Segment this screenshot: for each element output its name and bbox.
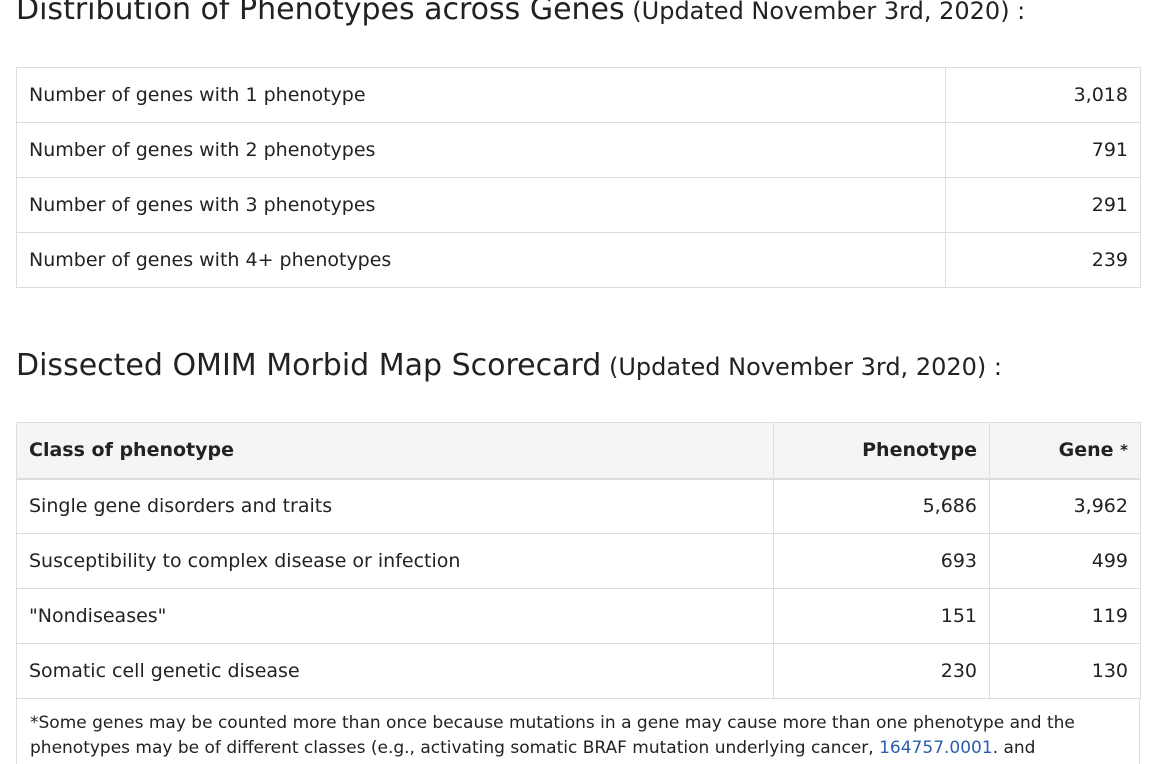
scorecard-footnote: *Some genes may be counted more than onc… bbox=[16, 698, 1140, 764]
footnote-text: *Some genes may be counted more than onc… bbox=[30, 713, 1075, 758]
table-row: "Nondiseases" 151 119 bbox=[16, 588, 1141, 644]
footnote-text-after: . and bbox=[992, 738, 1036, 758]
distribution-title: Distribution of Phenotypes across Genes bbox=[16, 0, 625, 27]
table-row: Somatic cell genetic disease 230 130 bbox=[16, 643, 1141, 699]
row-gene: 130 bbox=[989, 643, 1141, 699]
scorecard-heading: Dissected OMIM Morbid Map Scorecard (Upd… bbox=[16, 348, 1002, 383]
row-value: 791 bbox=[945, 122, 1141, 178]
header-gene-mark: * bbox=[1120, 441, 1128, 460]
row-label: Number of genes with 3 phenotypes bbox=[16, 177, 946, 233]
row-label: Somatic cell genetic disease bbox=[16, 643, 774, 699]
table-row: Susceptibility to complex disease or inf… bbox=[16, 533, 1141, 589]
row-phenotype: 5,686 bbox=[773, 478, 990, 534]
row-gene: 499 bbox=[989, 533, 1141, 589]
table-row: Number of genes with 3 phenotypes 291 bbox=[16, 177, 1141, 233]
header-gene-label: Gene bbox=[1058, 439, 1114, 462]
row-value: 239 bbox=[945, 232, 1141, 288]
row-label: Number of genes with 1 phenotype bbox=[16, 67, 946, 123]
header-gene: Gene * bbox=[989, 422, 1141, 480]
row-label: Number of genes with 4+ phenotypes bbox=[16, 232, 946, 288]
table-row: Number of genes with 1 phenotype 3,018 bbox=[16, 67, 1141, 123]
distribution-updated: (Updated November 3rd, 2020) : bbox=[632, 0, 1026, 25]
row-phenotype: 230 bbox=[773, 643, 990, 699]
row-gene: 119 bbox=[989, 588, 1141, 644]
row-phenotype: 151 bbox=[773, 588, 990, 644]
row-value: 3,018 bbox=[945, 67, 1141, 123]
table-row: Number of genes with 2 phenotypes 791 bbox=[16, 122, 1141, 178]
table-header-row: Class of phenotype Phenotype Gene * bbox=[16, 422, 1141, 480]
header-phenotype: Phenotype bbox=[773, 422, 990, 480]
scorecard-title: Dissected OMIM Morbid Map Scorecard bbox=[16, 348, 602, 383]
distribution-heading: Distribution of Phenotypes across Genes … bbox=[16, 0, 1025, 27]
scorecard-updated: (Updated November 3rd, 2020) : bbox=[608, 353, 1002, 381]
distribution-table: Number of genes with 1 phenotype 3,018 N… bbox=[16, 67, 1141, 288]
scorecard-table: Class of phenotype Phenotype Gene * Sing… bbox=[16, 422, 1141, 699]
table-row: Number of genes with 4+ phenotypes 239 bbox=[16, 232, 1141, 288]
row-label: Single gene disorders and traits bbox=[16, 478, 774, 534]
row-label: Number of genes with 2 phenotypes bbox=[16, 122, 946, 178]
row-label: "Nondiseases" bbox=[16, 588, 774, 644]
row-value: 291 bbox=[945, 177, 1141, 233]
table-row: Single gene disorders and traits 5,686 3… bbox=[16, 478, 1141, 534]
row-label: Susceptibility to complex disease or inf… bbox=[16, 533, 774, 589]
row-phenotype: 693 bbox=[773, 533, 990, 589]
header-class: Class of phenotype bbox=[16, 422, 774, 480]
row-gene: 3,962 bbox=[989, 478, 1141, 534]
allelic-variant-link[interactable]: 164757.0001 bbox=[879, 738, 993, 758]
